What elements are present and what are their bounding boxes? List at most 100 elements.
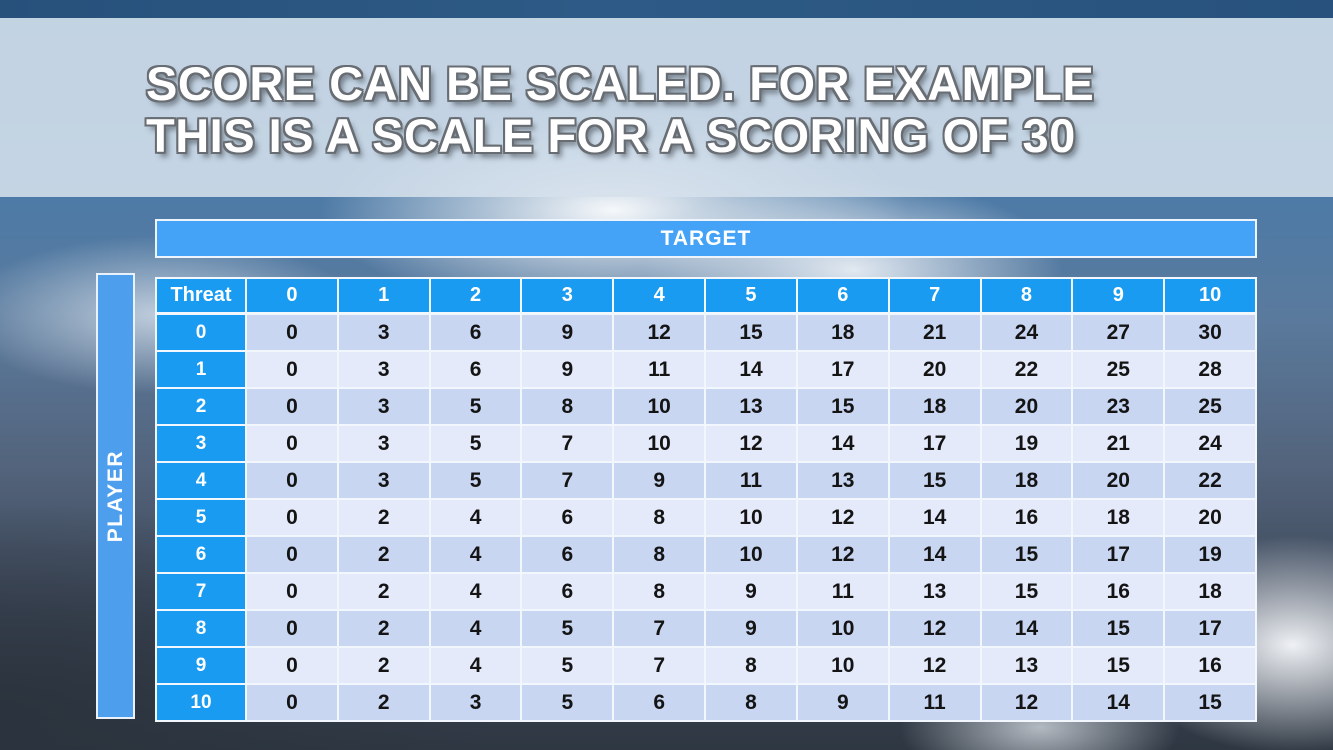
- score-cell: 6: [430, 352, 521, 387]
- score-cell: 12: [706, 426, 796, 461]
- score-cell: 15: [1073, 611, 1164, 646]
- score-cell: 22: [981, 352, 1072, 387]
- column-header-cell: 0: [247, 279, 337, 312]
- slide-title: SCORE CAN BE SCALED. FOR EXAMPLE THIS IS…: [0, 18, 1333, 162]
- score-cell: 5: [522, 685, 613, 720]
- player-label-text: PLAYER: [103, 449, 127, 543]
- score-cell: 15: [981, 574, 1072, 609]
- score-cell: 24: [1165, 426, 1255, 461]
- score-cell: 20: [1073, 463, 1164, 498]
- score-cell: 25: [1165, 389, 1255, 424]
- column-header-cell: 9: [1073, 279, 1164, 312]
- score-cell: 4: [430, 537, 521, 572]
- score-cell: 15: [889, 463, 980, 498]
- score-cell: 21: [1073, 426, 1164, 461]
- score-cell: 11: [706, 463, 796, 498]
- score-cell: 2: [338, 611, 429, 646]
- table-body: 0 0 3 6 9 12 15 18 21 24 27 30 1 0 3 6 9 11 14 17 20 22 25 28 2 0…: [157, 315, 1255, 720]
- score-cell: 16: [1165, 648, 1255, 683]
- score-cell: 8: [614, 500, 705, 535]
- score-cell: 15: [1165, 685, 1255, 720]
- score-cell: 16: [981, 500, 1072, 535]
- score-cell: 14: [889, 500, 980, 535]
- row-header-cell: 3: [157, 426, 245, 461]
- target-label-text: TARGET: [660, 226, 752, 250]
- score-cell: 10: [614, 389, 705, 424]
- score-cell: 19: [981, 426, 1072, 461]
- score-cell: 30: [1165, 315, 1255, 350]
- column-header-cell: 2: [430, 279, 521, 312]
- score-cell: 21: [889, 315, 980, 350]
- title-line-1: SCORE CAN BE SCALED. FOR EXAMPLE: [146, 57, 1095, 110]
- score-cell: 12: [981, 685, 1072, 720]
- score-cell: 5: [430, 463, 521, 498]
- score-cell: 11: [797, 574, 888, 609]
- score-cell: 17: [1073, 537, 1164, 572]
- score-cell: 22: [1165, 463, 1255, 498]
- score-cell: 27: [1073, 315, 1164, 350]
- score-cell: 18: [981, 463, 1072, 498]
- column-header-cell: 10: [1165, 279, 1255, 312]
- score-cell: 0: [247, 685, 337, 720]
- score-cell: 8: [522, 389, 613, 424]
- score-cell: 28: [1165, 352, 1255, 387]
- score-cell: 18: [1165, 574, 1255, 609]
- score-cell: 6: [522, 500, 613, 535]
- score-cell: 8: [614, 537, 705, 572]
- table-header-row: Threat 0 1 2 3 4 5 6 7 8 9 10: [157, 279, 1255, 312]
- score-cell: 2: [338, 574, 429, 609]
- score-cell: 12: [889, 611, 980, 646]
- row-header-cell: 0: [157, 315, 245, 350]
- title-line-2: THIS IS A SCALE FOR A SCORING OF 30: [146, 109, 1076, 162]
- score-cell: 11: [889, 685, 980, 720]
- score-cell: 10: [797, 648, 888, 683]
- row-header-cell: 10: [157, 685, 245, 720]
- score-cell: 19: [1165, 537, 1255, 572]
- score-cell: 10: [797, 611, 888, 646]
- score-cell: 3: [338, 426, 429, 461]
- column-header-cell: 1: [338, 279, 429, 312]
- score-cell: 12: [797, 537, 888, 572]
- score-cell: 10: [706, 500, 796, 535]
- score-cell: 9: [614, 463, 705, 498]
- score-cell: 0: [247, 574, 337, 609]
- top-strip: [0, 0, 1333, 18]
- score-cell: 7: [614, 648, 705, 683]
- score-cell: 12: [797, 500, 888, 535]
- corner-header-cell: Threat: [157, 279, 245, 312]
- score-cell: 3: [430, 685, 521, 720]
- score-cell: 15: [706, 315, 796, 350]
- score-cell: 2: [338, 648, 429, 683]
- score-cell: 17: [797, 352, 888, 387]
- score-cell: 6: [614, 685, 705, 720]
- score-cell: 10: [614, 426, 705, 461]
- score-cell: 16: [1073, 574, 1164, 609]
- score-cell: 8: [614, 574, 705, 609]
- score-cell: 6: [522, 537, 613, 572]
- score-cell: 0: [247, 389, 337, 424]
- score-cell: 17: [889, 426, 980, 461]
- score-cell: 14: [981, 611, 1072, 646]
- title-band: SCORE CAN BE SCALED. FOR EXAMPLE THIS IS…: [0, 18, 1333, 197]
- score-cell: 11: [614, 352, 705, 387]
- column-header-cell: 7: [889, 279, 980, 312]
- score-cell: 4: [430, 648, 521, 683]
- score-cell: 3: [338, 315, 429, 350]
- score-cell: 2: [338, 537, 429, 572]
- score-cell: 14: [797, 426, 888, 461]
- score-cell: 0: [247, 537, 337, 572]
- score-cell: 6: [522, 574, 613, 609]
- score-cell: 20: [981, 389, 1072, 424]
- row-header-cell: 4: [157, 463, 245, 498]
- score-cell: 20: [889, 352, 980, 387]
- score-cell: 8: [706, 685, 796, 720]
- score-cell: 24: [981, 315, 1072, 350]
- score-cell: 0: [247, 426, 337, 461]
- score-cell: 10: [706, 537, 796, 572]
- column-header-cell: 5: [706, 279, 796, 312]
- score-cell: 20: [1165, 500, 1255, 535]
- score-cell: 12: [614, 315, 705, 350]
- score-cell: 18: [1073, 500, 1164, 535]
- score-cell: 9: [706, 611, 796, 646]
